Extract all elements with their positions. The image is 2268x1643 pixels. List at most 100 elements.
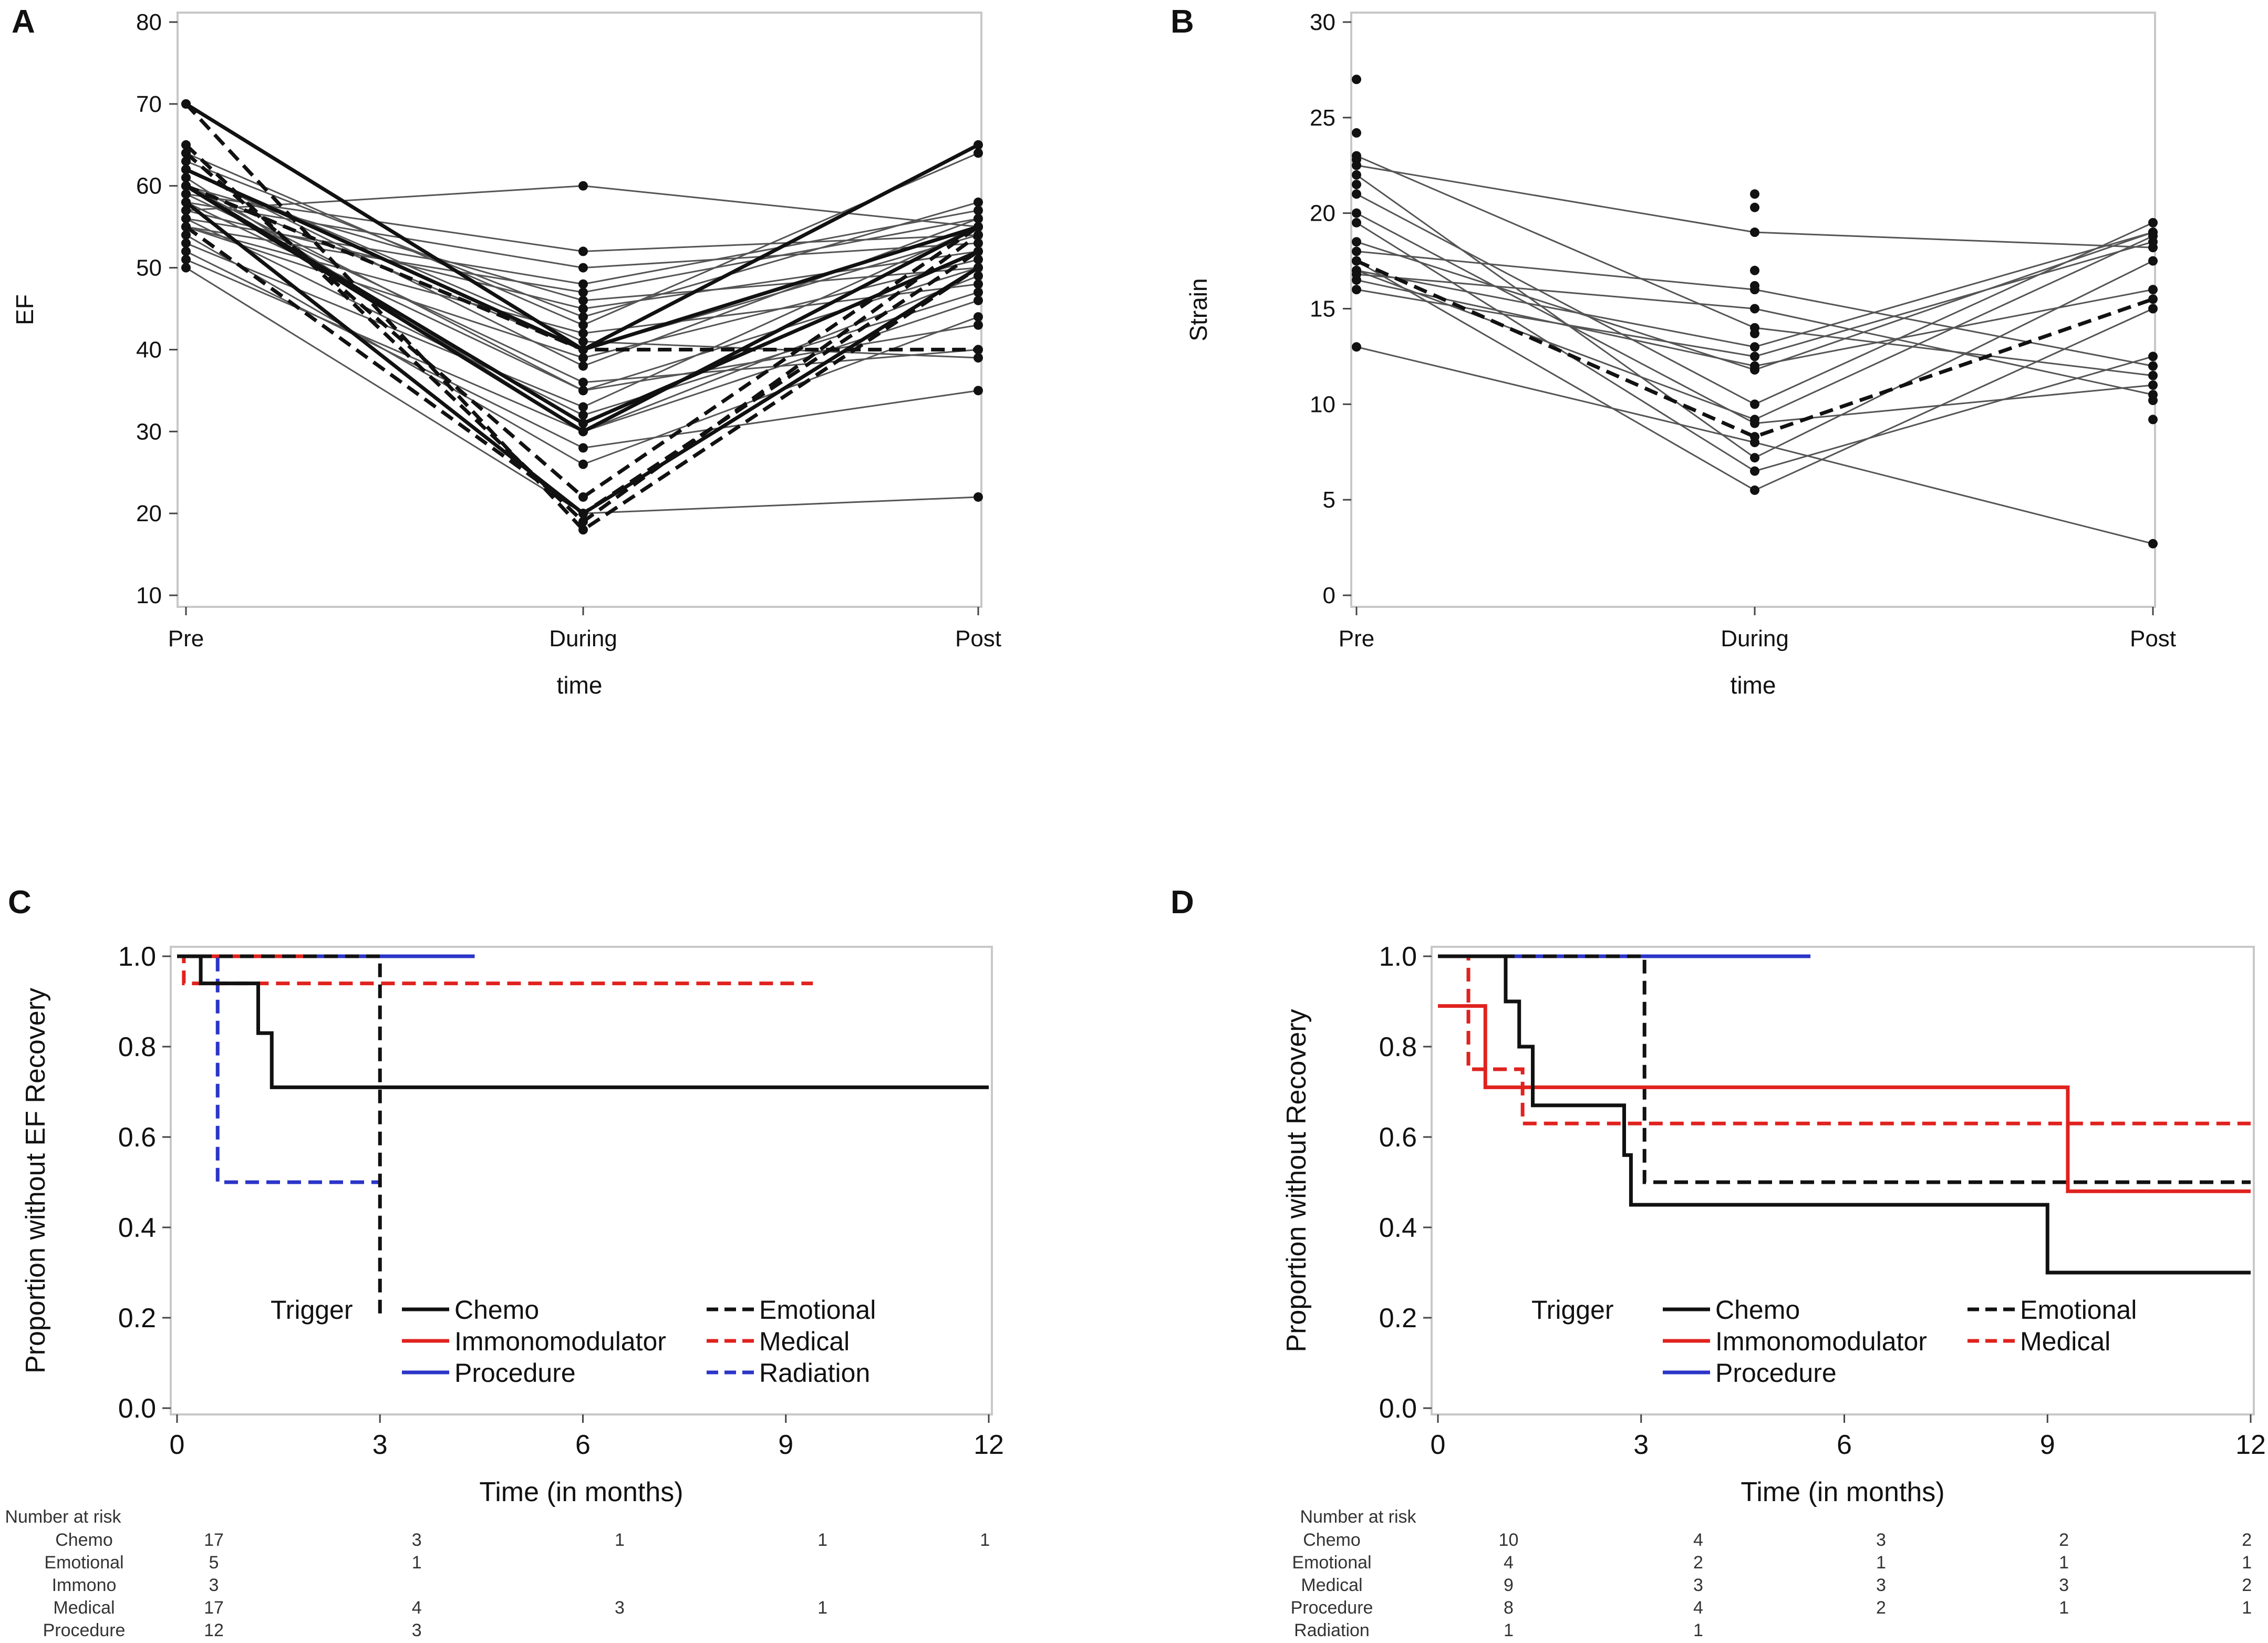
data-point (2148, 415, 2158, 425)
y-tick-label: 70 (136, 91, 162, 117)
data-point (974, 254, 983, 264)
risk-value: 2 (1876, 1598, 1886, 1618)
risk-value: 3 (1876, 1575, 1886, 1595)
data-point (974, 140, 983, 150)
risk-row-label: Medical (1301, 1575, 1362, 1595)
plot-frame (170, 946, 993, 1415)
data-point (974, 197, 983, 207)
risk-row-label: Immono (52, 1575, 117, 1595)
data-point (181, 238, 191, 248)
risk-value: 2 (2242, 1530, 2252, 1550)
risk-value: 3 (209, 1575, 219, 1595)
km-curve-emotional (177, 954, 382, 1318)
risk-row-label: Procedure (43, 1620, 126, 1640)
data-point (181, 254, 191, 264)
data-point (181, 197, 191, 207)
legend-label: Emotional (759, 1295, 876, 1325)
x-tick-label: 6 (1837, 1430, 1852, 1460)
risk-row-label: Procedure (1291, 1598, 1373, 1618)
data-point (1352, 180, 1361, 190)
x-tick-label: During (549, 626, 617, 652)
data-point (181, 230, 191, 240)
data-point (2148, 539, 2158, 549)
risk-value: 1 (1693, 1620, 1703, 1640)
data-point (1352, 128, 1361, 138)
data-point (578, 509, 588, 519)
risk-value: 2 (2059, 1530, 2069, 1550)
risk-value: 4 (1693, 1598, 1703, 1618)
data-point (1352, 189, 1361, 199)
x-tick-label: 6 (575, 1430, 591, 1460)
data-point (578, 279, 588, 289)
data-point (578, 386, 588, 396)
data-point (2148, 361, 2158, 371)
risk-row-label: Chemo (55, 1530, 113, 1550)
risk-value: 3 (2059, 1575, 2069, 1595)
km-curve-radiation (177, 954, 380, 1184)
data-point (578, 246, 588, 256)
legend-label: Radiation (759, 1358, 870, 1388)
data-point (974, 279, 983, 289)
data-point (2148, 396, 2158, 406)
data-point (578, 320, 588, 330)
data-point (974, 295, 983, 305)
data-point (578, 361, 588, 371)
risk-value: 1 (2242, 1598, 2252, 1618)
data-point (1750, 304, 1759, 314)
data-point (181, 156, 191, 166)
y-tick-label: 15 (1310, 296, 1335, 322)
data-point (1352, 342, 1361, 352)
data-point (1750, 342, 1759, 352)
y-tick-label: 25 (1310, 105, 1335, 131)
data-point (578, 328, 588, 338)
y-tick-label: 40 (136, 337, 162, 363)
risk-value: 4 (1693, 1530, 1703, 1550)
data-point (578, 418, 588, 428)
data-point (974, 386, 983, 396)
panel-letter: D (1171, 884, 1194, 921)
y-tick-label: 0.8 (1379, 1032, 1417, 1062)
data-point (2148, 370, 2158, 380)
risk-value: 1 (615, 1530, 625, 1550)
data-point (578, 525, 588, 535)
data-point (974, 287, 983, 297)
data-point (181, 99, 191, 109)
data-point (1352, 237, 1361, 247)
risk-row-label: Radiation (1294, 1620, 1370, 1640)
data-point (578, 181, 588, 191)
risk-value: 1 (1504, 1620, 1514, 1640)
data-point (181, 140, 191, 150)
data-point (2148, 380, 2158, 390)
y-tick-label: 0.0 (1379, 1393, 1417, 1424)
data-point (578, 410, 588, 420)
data-point (578, 459, 588, 469)
data-point (974, 271, 983, 281)
y-tick-label: 5 (1323, 487, 1335, 513)
y-tick-label: 0.6 (1379, 1122, 1417, 1153)
data-point (2148, 294, 2158, 304)
data-point (974, 238, 983, 248)
risk-value: 1 (980, 1530, 990, 1550)
data-point (181, 263, 191, 273)
data-point (1750, 365, 1759, 375)
legend-label: Medical (2020, 1327, 2110, 1356)
panel-letter: B (1171, 4, 1194, 40)
data-point (578, 263, 588, 273)
data-point (578, 336, 588, 346)
data-point (578, 304, 588, 314)
y-tick-label: 0.8 (118, 1032, 156, 1062)
y-axis-title: Proportion without Recovery (1281, 1009, 1312, 1352)
km-curve-chemo (177, 954, 989, 1089)
data-point (578, 402, 588, 412)
risk-value: 1 (2059, 1553, 2069, 1573)
y-tick-label: 50 (136, 255, 162, 281)
data-point (578, 427, 588, 437)
legend-label: Medical (759, 1327, 850, 1356)
x-axis-title: time (1731, 671, 1776, 699)
data-point (181, 164, 191, 174)
data-point (974, 222, 983, 232)
risk-value: 12 (204, 1620, 224, 1640)
risk-value: 1 (2059, 1598, 2069, 1618)
x-tick-label: Pre (1339, 626, 1374, 652)
